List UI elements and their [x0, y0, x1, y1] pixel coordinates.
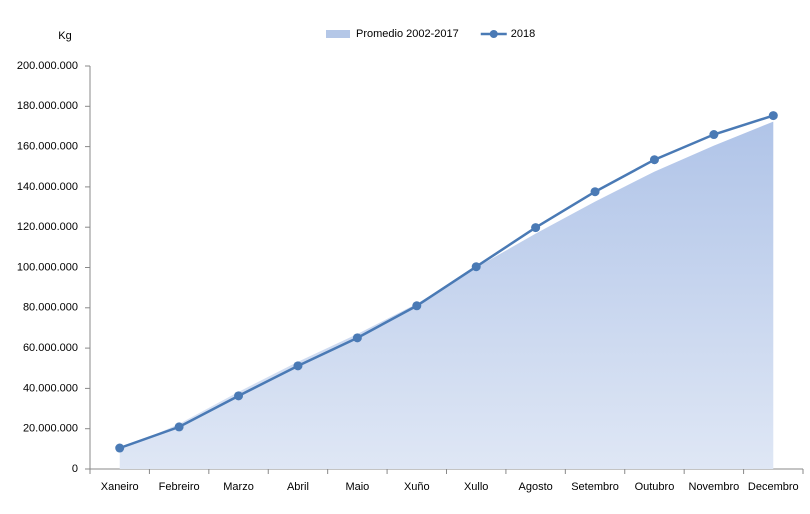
legend-marker [489, 30, 498, 38]
x-tick-label: Febreiro [159, 481, 200, 493]
area [119, 121, 774, 469]
x-tick-label: Setembro [571, 481, 619, 493]
marker [471, 262, 481, 272]
legend-label: 2018 [511, 28, 535, 40]
x-tick-label: Outubro [635, 481, 675, 493]
y-axis-label: Kg [58, 30, 71, 42]
y-tick-label: 40.000.000 [23, 382, 78, 394]
marker [768, 111, 778, 121]
x-tick-label: Agosto [519, 481, 553, 493]
marker [352, 333, 362, 343]
y-tick-label: 20.000.000 [23, 423, 78, 435]
marker [115, 443, 125, 453]
y-tick-label: 160.000.000 [17, 141, 78, 153]
y-tick-label: 60.000.000 [23, 342, 78, 354]
x-tick-label: Xullo [464, 481, 488, 493]
legend-label: Promedio 2002-2017 [356, 28, 459, 40]
y-tick-label: 80.000.000 [23, 302, 78, 314]
x-tick-label: Marzo [223, 481, 254, 493]
y-tick-label: 0 [72, 463, 78, 475]
marker [709, 130, 719, 140]
marker [649, 155, 659, 165]
marker [531, 223, 541, 233]
legend-swatch [326, 30, 350, 38]
y-tick-label: 200.000.000 [17, 60, 78, 72]
marker [234, 391, 244, 401]
x-tick-label: Decembro [748, 481, 799, 493]
marker [293, 361, 303, 371]
y-tick-label: 180.000.000 [17, 100, 78, 112]
y-tick-label: 120.000.000 [17, 221, 78, 233]
marker [590, 187, 600, 197]
x-tick-label: Novembro [689, 481, 740, 493]
line [119, 114, 774, 450]
y-tick-label: 100.000.000 [17, 261, 78, 273]
marker [412, 301, 422, 311]
y-tick-label: 140.000.000 [17, 181, 78, 193]
x-tick-label: Abril [287, 481, 309, 493]
x-tick-label: Xaneiro [101, 481, 139, 493]
marker [174, 422, 184, 432]
x-tick-label: Xuño [404, 481, 430, 493]
x-tick-label: Maio [345, 481, 369, 493]
